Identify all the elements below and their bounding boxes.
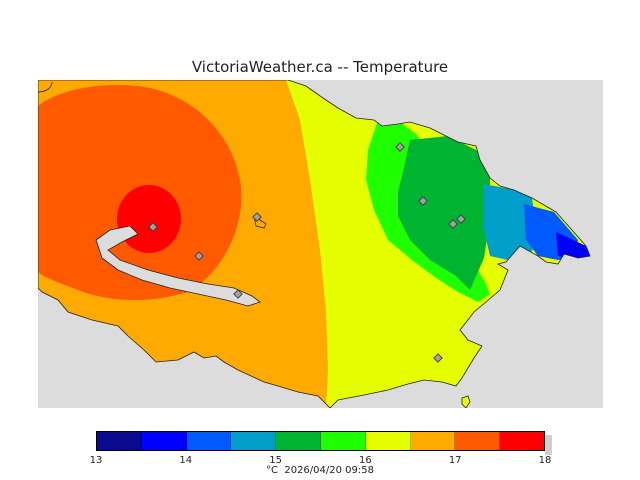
- legend-tick-label: 14: [179, 455, 193, 466]
- contour-band-18: [117, 185, 181, 253]
- color-legend: [96, 431, 552, 455]
- legend-tick-label: 17: [448, 455, 462, 466]
- legend-tick-label: 13: [89, 455, 103, 466]
- legend-swatch: [500, 432, 544, 450]
- station-marker[interactable]: [233, 289, 243, 299]
- legend-color-bar: [96, 431, 545, 451]
- legend-swatch: [320, 432, 366, 450]
- station-marker[interactable]: [448, 219, 458, 229]
- legend-swatch: [410, 432, 456, 450]
- contour-band-15: [398, 136, 490, 290]
- legend-swatch: [231, 432, 277, 450]
- timestamp: 2026/04/20 09:58: [284, 465, 374, 476]
- station-marker[interactable]: [148, 222, 158, 232]
- coast-line-nw: [38, 81, 53, 93]
- contour-band-13-5: [556, 232, 590, 260]
- inlet: [95, 225, 261, 307]
- legend-tick-label: 16: [359, 455, 372, 466]
- station-marker[interactable]: [418, 196, 428, 206]
- station-marker[interactable]: [395, 142, 405, 152]
- weather-stations: [148, 142, 466, 363]
- coastline: [38, 80, 591, 408]
- legend-swatch: [455, 432, 501, 450]
- contour-band-14-5: [484, 184, 538, 260]
- island-2: [461, 395, 471, 408]
- station-marker[interactable]: [456, 214, 466, 224]
- legend-tick-label: 15: [269, 455, 282, 466]
- legend-shadow: [545, 435, 552, 455]
- legend-footer: °C 2026/04/20 09:58: [0, 465, 640, 476]
- legend-swatch: [141, 432, 187, 450]
- station-marker[interactable]: [433, 353, 443, 363]
- legend-swatch: [186, 432, 232, 450]
- legend-swatch: [365, 432, 411, 450]
- station-marker[interactable]: [194, 251, 204, 261]
- map-title: VictoriaWeather.ca -- Temperature: [191, 58, 449, 76]
- unit-label: °C: [266, 465, 278, 476]
- legend-tick-label: 18: [538, 455, 552, 466]
- legend-swatch: [276, 432, 321, 450]
- temperature-map: [38, 80, 603, 408]
- station-marker[interactable]: [252, 212, 262, 222]
- legend-swatch: [97, 432, 142, 450]
